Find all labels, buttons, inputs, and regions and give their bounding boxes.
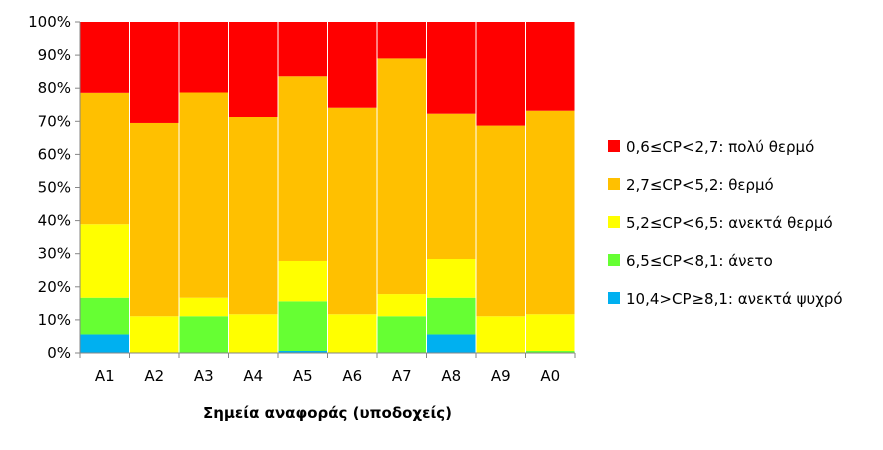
bar-segment-a2-series-4 (130, 122, 179, 317)
bar-segment-a0-series-2 (526, 351, 575, 353)
x-tick-label: A1 (95, 367, 115, 385)
legend-label: 5,2≤CP<6,5: ανεκτά θερμό (626, 214, 833, 232)
x-axis-ticks: A1 A2 A3 A4 A5 A6 A7 A8 A9 A0 (79, 353, 576, 385)
bar-segment-a5-series-2 (278, 301, 328, 352)
x-tick-label: A4 (243, 367, 263, 385)
bar-segment-a0-series-4 (526, 110, 575, 315)
bar-segment-a3-series-3 (179, 297, 229, 317)
x-tick-label: A2 (144, 367, 164, 385)
bar-segment-a6-series-5 (328, 22, 377, 108)
legend-swatch (608, 254, 620, 266)
bar-segment-a6-series-3 (328, 314, 377, 353)
bar-stacks (80, 22, 575, 353)
x-tick-label: A7 (392, 367, 412, 385)
legend-swatch (608, 216, 620, 228)
x-tick-label: A6 (342, 367, 362, 385)
bar-segment-a6-series-4 (328, 107, 377, 315)
x-tick-label: A0 (540, 367, 560, 385)
x-tick-label: A5 (293, 367, 313, 385)
bar-segment-a0-series-3 (526, 314, 575, 352)
legend-swatch (608, 292, 620, 304)
bar-segment-a8-series-4 (427, 113, 476, 259)
legend-label: 10,4>CP≥8,1: ανεκτά ψυχρό (626, 290, 843, 308)
bar-segment-a0-series-5 (526, 22, 575, 111)
y-tick-label: 100% (28, 13, 71, 31)
x-tick-label: A9 (491, 367, 511, 385)
bar-segment-a3-series-4 (179, 92, 229, 298)
y-tick-label: 30% (38, 245, 71, 263)
bar-segment-a2-series-5 (130, 22, 179, 123)
bar-segment-a4-series-3 (229, 314, 278, 353)
bar-segment-a5-series-4 (278, 76, 328, 261)
legend-label: 6,5≤CP<8,1: άνετο (626, 252, 773, 270)
y-tick-label: 70% (38, 112, 71, 130)
bar-segment-a1-series-1 (80, 334, 130, 353)
y-axis-ticks: 0% 10% 20% 30% 40% 50% 60% 70% 80% 90% 100% (28, 13, 80, 362)
bar-segment-a3-series-2 (179, 316, 229, 353)
y-tick-label: 10% (38, 311, 71, 329)
bar-segment-a2-series-3 (130, 316, 179, 353)
bar-segment-a3-series-5 (179, 22, 229, 93)
bar-segment-a9-series-4 (476, 125, 526, 317)
x-tick-label: A8 (441, 367, 461, 385)
bar-segment-a5-series-3 (278, 260, 328, 302)
y-tick-label: 0% (47, 344, 71, 362)
y-tick-label: 40% (38, 212, 71, 230)
legend-label: 2,7≤CP<5,2: θερμό (626, 176, 774, 194)
bar-segment-a9-series-3 (476, 316, 526, 353)
bar-segment-a7-series-5 (377, 22, 427, 59)
y-tick-label: 80% (38, 79, 71, 97)
y-tick-label: 20% (38, 278, 71, 296)
bar-segment-a8-series-5 (427, 22, 476, 114)
bar-segment-a1-series-5 (80, 22, 130, 93)
bar-segment-a1-series-2 (80, 297, 130, 335)
bar-segment-a5-series-1 (278, 351, 328, 353)
bar-segment-a7-series-4 (377, 58, 427, 295)
bar-segment-a5-series-5 (278, 22, 328, 77)
bar-segment-a7-series-2 (377, 316, 427, 353)
bar-segment-a4-series-4 (229, 117, 278, 315)
legend-swatch (608, 140, 620, 152)
bar-segment-a8-series-3 (427, 259, 476, 298)
bar-segment-a1-series-3 (80, 224, 130, 298)
legend-swatch (608, 178, 620, 190)
bar-segment-a8-series-2 (427, 297, 476, 335)
bar-segment-a9-series-5 (476, 22, 526, 126)
bar-segment-a4-series-5 (229, 22, 278, 117)
y-tick-label: 50% (38, 179, 71, 197)
y-tick-label: 60% (38, 145, 71, 163)
legend: 0,6≤CP<2,7: πολύ θερμό 2,7≤CP<5,2: θερμό 5… (608, 138, 843, 308)
plot-area: 0% 10% 20% 30% 40% 50% 60% 70% 80% 90% 100% A1 A2 A3… (28, 13, 576, 385)
x-tick-label: A3 (194, 367, 214, 385)
bar-segment-a1-series-4 (80, 92, 130, 225)
legend-label: 0,6≤CP<2,7: πολύ θερμό (626, 138, 814, 156)
x-axis-title: Σημεία αναφοράς (υποδοχείς) (203, 404, 452, 422)
bar-segment-a8-series-1 (427, 334, 476, 353)
y-tick-label: 90% (38, 46, 71, 64)
bar-segment-a7-series-3 (377, 294, 427, 317)
